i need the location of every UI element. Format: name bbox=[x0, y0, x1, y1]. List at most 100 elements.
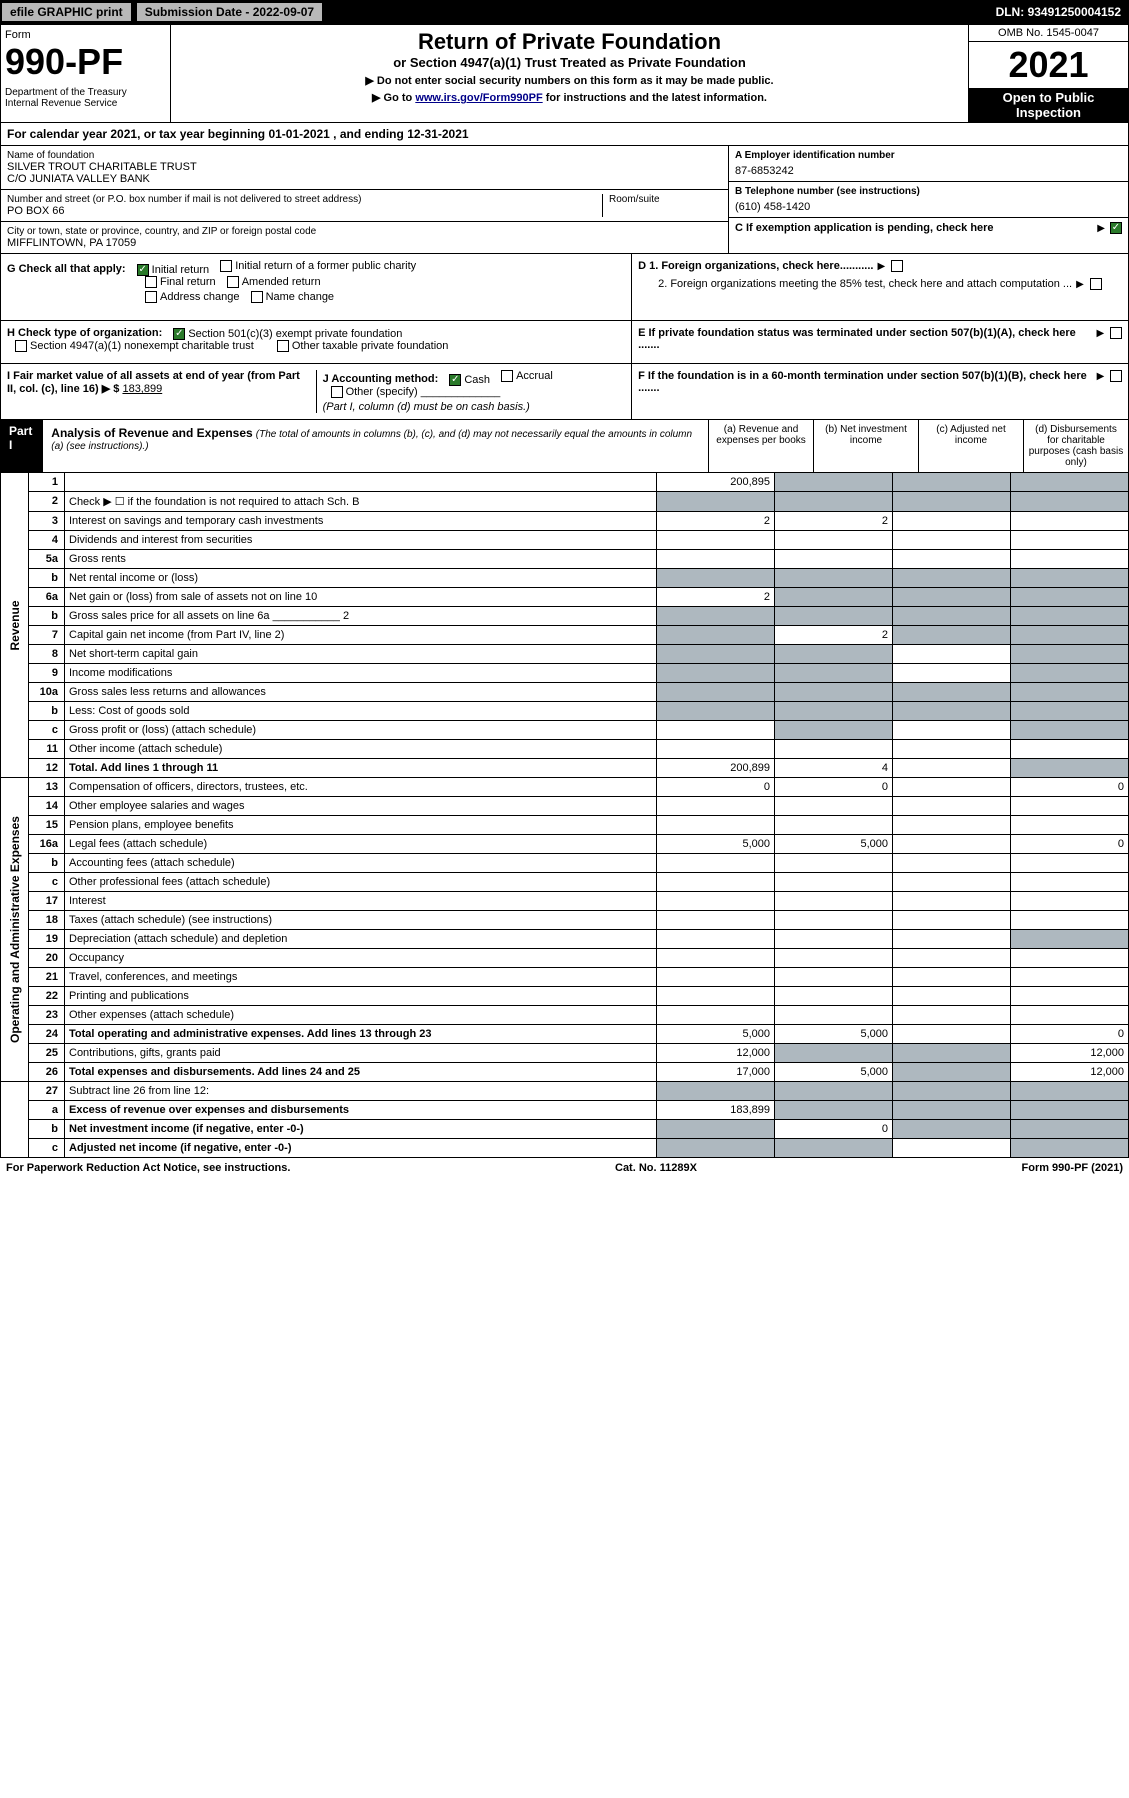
j-check-other[interactable] bbox=[331, 386, 343, 398]
row-number: c bbox=[29, 873, 65, 892]
amt-cell: 12,000 bbox=[657, 1044, 775, 1063]
row-number: b bbox=[29, 569, 65, 588]
row-number: b bbox=[29, 607, 65, 626]
amt-cell: 200,899 bbox=[657, 759, 775, 778]
subdate-value: 2022-09-07 bbox=[253, 5, 314, 19]
amt-cell bbox=[657, 911, 775, 930]
j-opt-0: Cash bbox=[464, 374, 490, 386]
g-check-5[interactable] bbox=[251, 291, 263, 303]
table-row: 5aGross rents bbox=[1, 550, 1129, 569]
amt-cell bbox=[893, 645, 1011, 664]
footer-mid: Cat. No. 11289X bbox=[615, 1162, 697, 1174]
amt-cell bbox=[775, 968, 893, 987]
amt-cell bbox=[775, 664, 893, 683]
amt-cell bbox=[1011, 721, 1129, 740]
i-value: 183,899 bbox=[122, 383, 162, 395]
city-cell: City or town, state or province, country… bbox=[1, 222, 728, 253]
j-check-accrual[interactable] bbox=[501, 370, 513, 382]
table-row: 27Subtract line 26 from line 12: bbox=[1, 1082, 1129, 1101]
table-row: 16aLegal fees (attach schedule)5,0005,00… bbox=[1, 835, 1129, 854]
row-number: 23 bbox=[29, 1006, 65, 1025]
g-check-initial[interactable]: ✓ bbox=[137, 264, 149, 276]
irs-link[interactable]: www.irs.gov/Form990PF bbox=[415, 92, 542, 104]
table-row: 24Total operating and administrative exp… bbox=[1, 1025, 1129, 1044]
table-row: bAccounting fees (attach schedule) bbox=[1, 854, 1129, 873]
amt-cell bbox=[657, 987, 775, 1006]
amt-cell: 0 bbox=[1011, 778, 1129, 797]
e-checkbox[interactable] bbox=[1110, 327, 1122, 339]
d1-checkbox[interactable] bbox=[891, 260, 903, 272]
col-c-head: (c) Adjusted net income bbox=[918, 420, 1023, 472]
g-opt-5: Name change bbox=[266, 291, 335, 303]
table-row: 7Capital gain net income (from Part IV, … bbox=[1, 626, 1129, 645]
amt-cell bbox=[1011, 892, 1129, 911]
table-row: 4Dividends and interest from securities bbox=[1, 531, 1129, 550]
tel-value: (610) 458-1420 bbox=[735, 197, 1122, 213]
c-checkbox[interactable]: ✓ bbox=[1110, 222, 1122, 234]
amt-cell bbox=[657, 873, 775, 892]
amt-cell bbox=[775, 645, 893, 664]
side-label bbox=[1, 1082, 29, 1158]
row-desc: Other professional fees (attach schedule… bbox=[65, 873, 657, 892]
info-left: Name of foundation SILVER TROUT CHARITAB… bbox=[1, 146, 728, 253]
row-desc: Contributions, gifts, grants paid bbox=[65, 1044, 657, 1063]
amt-cell: 4 bbox=[775, 759, 893, 778]
amt-cell bbox=[1011, 531, 1129, 550]
foundation-co: C/O JUNIATA VALLEY BANK bbox=[7, 173, 722, 185]
row-desc: Net rental income or (loss) bbox=[65, 569, 657, 588]
amt-cell bbox=[1011, 626, 1129, 645]
amt-cell bbox=[893, 987, 1011, 1006]
row-desc: Adjusted net income (if negative, enter … bbox=[65, 1139, 657, 1158]
table-row: 12Total. Add lines 1 through 11200,8994 bbox=[1, 759, 1129, 778]
amt-cell bbox=[893, 835, 1011, 854]
dln-value: 93491250004152 bbox=[1028, 5, 1121, 19]
amt-cell bbox=[1011, 987, 1129, 1006]
g-check-3[interactable] bbox=[227, 276, 239, 288]
row-desc: Other employee salaries and wages bbox=[65, 797, 657, 816]
h-opt-0: Section 501(c)(3) exempt private foundat… bbox=[188, 328, 402, 340]
d2-checkbox[interactable] bbox=[1090, 278, 1102, 290]
amt-cell bbox=[893, 1025, 1011, 1044]
amt-cell: 0 bbox=[1011, 835, 1129, 854]
amt-cell bbox=[893, 721, 1011, 740]
row-number: 24 bbox=[29, 1025, 65, 1044]
row-number: 6a bbox=[29, 588, 65, 607]
amt-cell bbox=[657, 797, 775, 816]
form-title: Return of Private Foundation bbox=[179, 29, 960, 55]
g-check-4[interactable] bbox=[145, 291, 157, 303]
row-number: 18 bbox=[29, 911, 65, 930]
dln: DLN: 93491250004152 bbox=[988, 3, 1129, 21]
ein-cell: A Employer identification number 87-6853… bbox=[729, 146, 1128, 182]
amt-cell bbox=[893, 816, 1011, 835]
amt-cell bbox=[775, 816, 893, 835]
amt-cell: 0 bbox=[1011, 1025, 1129, 1044]
foundation-name: SILVER TROUT CHARITABLE TRUST bbox=[7, 161, 722, 173]
j-check-cash[interactable]: ✓ bbox=[449, 374, 461, 386]
amt-cell bbox=[775, 930, 893, 949]
amt-cell bbox=[775, 702, 893, 721]
h-check-0[interactable]: ✓ bbox=[173, 328, 185, 340]
f-checkbox[interactable] bbox=[1110, 370, 1122, 382]
amt-cell: 0 bbox=[657, 778, 775, 797]
row-desc: Subtract line 26 from line 12: bbox=[65, 1082, 657, 1101]
efile-badge[interactable]: efile GRAPHIC print bbox=[0, 1, 133, 23]
amt-cell bbox=[1011, 1139, 1129, 1158]
g-check-2[interactable] bbox=[145, 276, 157, 288]
omb-number: OMB No. 1545-0047 bbox=[969, 25, 1128, 42]
h-check-1[interactable] bbox=[15, 340, 27, 352]
row-desc: Check ▶ ☐ if the foundation is not requi… bbox=[65, 492, 657, 512]
amt-cell bbox=[893, 892, 1011, 911]
amt-cell bbox=[775, 721, 893, 740]
amt-cell bbox=[775, 911, 893, 930]
row-number: 7 bbox=[29, 626, 65, 645]
amt-cell bbox=[775, 492, 893, 512]
table-row: 2Check ▶ ☐ if the foundation is not requ… bbox=[1, 492, 1129, 512]
amt-cell bbox=[775, 531, 893, 550]
amt-cell bbox=[893, 873, 1011, 892]
row-desc: Gross rents bbox=[65, 550, 657, 569]
amt-cell: 2 bbox=[775, 512, 893, 531]
h-check-2[interactable] bbox=[277, 340, 289, 352]
arrow-icon bbox=[1076, 278, 1086, 290]
amt-cell bbox=[893, 588, 1011, 607]
g-check-1[interactable] bbox=[220, 260, 232, 272]
